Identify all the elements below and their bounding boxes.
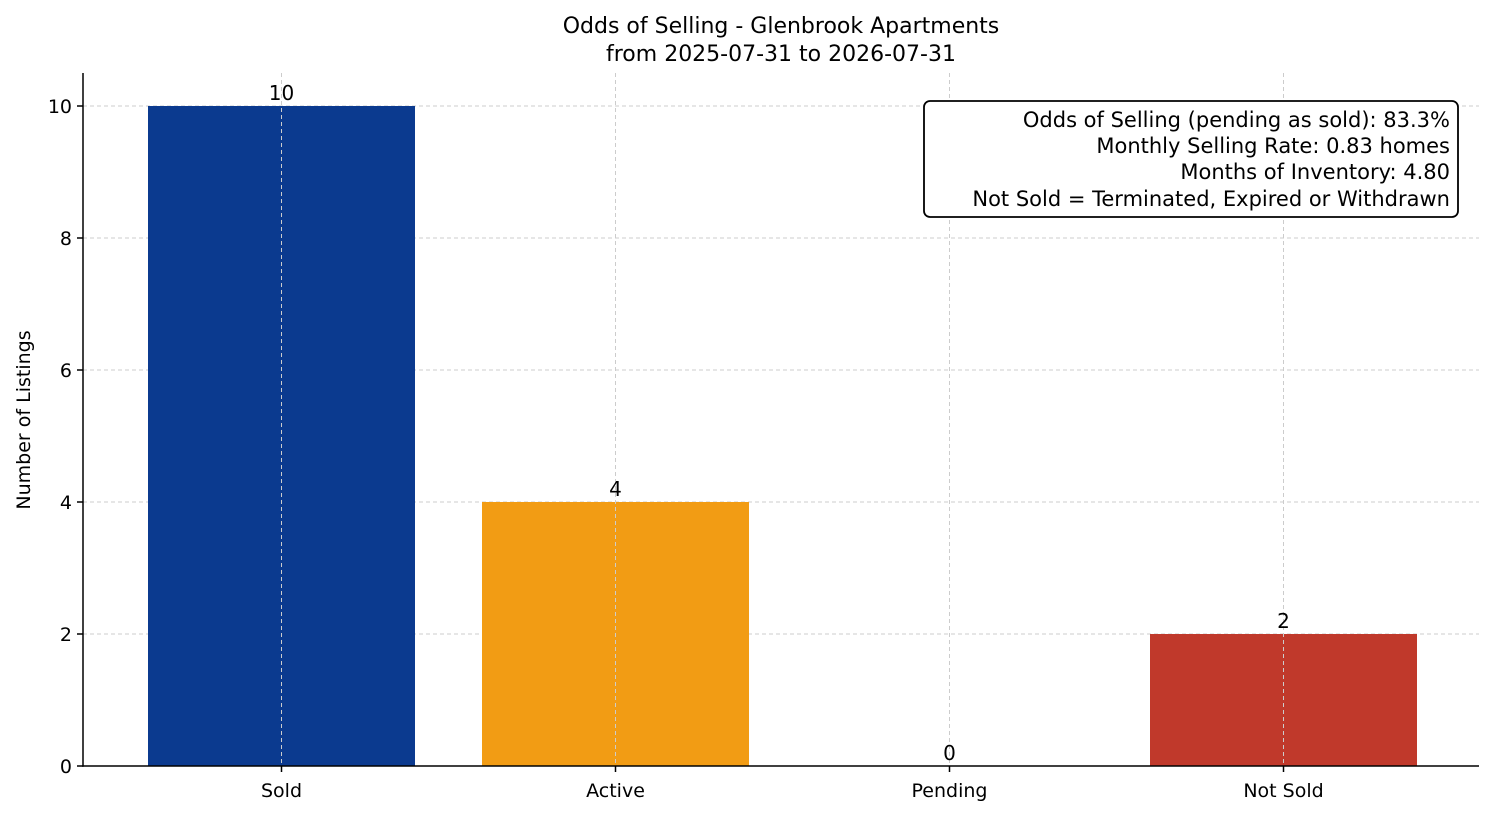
bar-value-label: 2	[1277, 609, 1290, 633]
bar-value-label: 10	[269, 81, 294, 105]
y-tick-label: 0	[60, 756, 72, 778]
info-line-inventory: Months of Inventory: 4.80	[1180, 160, 1450, 184]
bar-sold	[148, 106, 415, 766]
chart-title: Odds of Selling - Glenbrook Apartments	[563, 14, 1000, 39]
y-axis-label: Number of Listings	[13, 330, 35, 509]
info-line-selling-rate: Monthly Selling Rate: 0.83 homes	[1096, 134, 1450, 158]
y-tick-label: 10	[48, 96, 72, 118]
info-line-odds: Odds of Selling (pending as sold): 83.3%	[1023, 108, 1450, 132]
y-tick-label: 4	[60, 492, 72, 514]
bar-value-label: 0	[943, 741, 956, 765]
bar-value-label: 4	[609, 477, 622, 501]
chart-subtitle: from 2025-07-31 to 2026-07-31	[606, 42, 956, 67]
data-labels: 10 4 0 2	[269, 81, 1290, 765]
axes: 0 2 4 6 8 10 Sold Active Pending Not Sold	[48, 73, 1479, 802]
x-tick-label: Active	[586, 780, 645, 802]
x-tick-label: Pending	[912, 780, 988, 802]
y-tick-label: 6	[60, 360, 72, 382]
info-box: Odds of Selling (pending as sold): 83.3%…	[923, 100, 1459, 218]
info-box-frame	[923, 100, 1459, 218]
y-tick-label: 8	[60, 228, 72, 250]
info-line-not-sold-note: Not Sold = Terminated, Expired or Withdr…	[972, 187, 1450, 211]
y-tick-label: 2	[60, 624, 72, 646]
x-tick-label: Sold	[261, 780, 302, 802]
x-tick-label: Not Sold	[1243, 780, 1323, 802]
